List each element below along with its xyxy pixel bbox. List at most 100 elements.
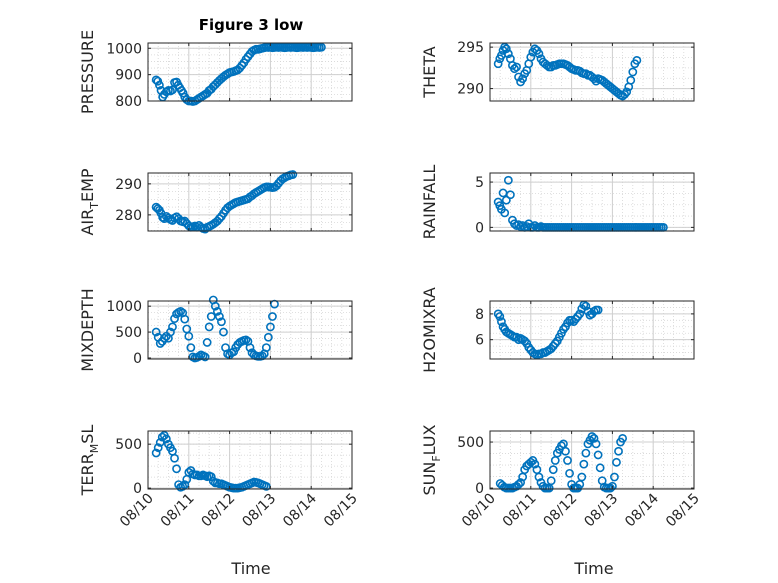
data-point — [589, 433, 599, 443]
data-point — [176, 306, 186, 316]
data-point — [595, 463, 605, 473]
data-point — [288, 170, 298, 179]
data-point — [589, 74, 599, 84]
data-point — [495, 312, 505, 321]
data-point — [202, 338, 212, 347]
data-point — [261, 343, 271, 353]
data-point — [512, 62, 521, 72]
subplot-h2omixra: 6 8 H2OMIXRA — [420, 287, 695, 373]
data-point — [534, 472, 544, 482]
data-point — [503, 175, 513, 185]
y-tick-label: 800 — [115, 94, 142, 110]
data-point — [172, 464, 181, 474]
data-point — [157, 432, 167, 442]
data-point — [170, 453, 179, 463]
data-point — [204, 322, 214, 332]
data-point — [608, 481, 617, 491]
data-point — [632, 56, 642, 65]
y-tick-label: 6 — [475, 333, 484, 349]
y-tick-label: 1000 — [106, 41, 142, 57]
data-point — [503, 49, 513, 59]
data-point — [206, 312, 216, 321]
data-point — [620, 89, 630, 99]
data-point — [180, 314, 190, 324]
axes-box — [489, 172, 695, 232]
data-point — [501, 44, 511, 54]
data-point — [563, 456, 572, 465]
data-point — [534, 49, 544, 59]
data-point — [241, 335, 251, 345]
data-point — [180, 480, 190, 490]
data-point — [505, 190, 515, 200]
data-point — [159, 333, 169, 343]
y-tick-label: 500 — [115, 325, 142, 341]
data-point — [178, 88, 188, 98]
data-point — [510, 64, 519, 74]
y-tick-label: 0 — [475, 220, 484, 236]
data-point — [178, 481, 188, 491]
data-point — [500, 208, 510, 218]
data-point — [548, 465, 558, 475]
data-point — [614, 446, 623, 456]
y-tick-label: 8 — [475, 307, 484, 323]
y-tick-label: 900 — [115, 68, 142, 84]
data-point — [526, 52, 536, 62]
data-point — [219, 327, 228, 337]
y-tick-label: 500 — [115, 437, 142, 453]
y-tick-label: 280 — [115, 208, 142, 224]
data-point — [316, 42, 326, 52]
data-point — [159, 214, 169, 223]
axes-box — [147, 42, 353, 102]
data-point — [214, 312, 224, 321]
data-point — [518, 74, 528, 84]
data-point — [161, 434, 171, 444]
data-point — [610, 472, 619, 482]
y-tick-label: 1000 — [106, 299, 142, 315]
axes-box — [489, 42, 695, 102]
figure-title: Figure 3 low — [199, 16, 304, 34]
data-point — [526, 457, 536, 467]
y-tick-label: 290 — [457, 82, 484, 98]
data-point — [497, 317, 506, 327]
y-axis-label: SUNFLUX — [420, 424, 443, 495]
data-point — [268, 312, 277, 321]
y-axis-label: AIRTEMP — [78, 168, 101, 235]
data-point — [153, 76, 163, 86]
data-point — [565, 468, 574, 478]
data-point — [206, 472, 216, 482]
axes-box — [489, 430, 695, 490]
data-point — [212, 306, 222, 316]
data-point — [265, 322, 275, 332]
axes-box — [147, 430, 353, 490]
data-point — [579, 459, 589, 469]
data-point — [514, 479, 523, 489]
y-axis-label: THETA — [420, 46, 439, 98]
data-point — [493, 59, 503, 69]
x-axis-label-right: Time — [573, 559, 613, 578]
data-point — [184, 331, 194, 341]
y-tick-label: 5 — [475, 175, 484, 191]
data-point — [214, 214, 224, 223]
data-point — [542, 60, 552, 70]
data-point — [591, 439, 601, 449]
data-point — [500, 42, 510, 52]
y-axis-label: H2OMIXRA — [420, 287, 439, 373]
y-tick-label: 0 — [475, 481, 484, 497]
data-point — [245, 343, 255, 353]
data-point — [628, 67, 638, 77]
subplot-pressure: 800 900 1000 PRESSURE — [78, 30, 353, 114]
data-point — [166, 327, 175, 337]
data-point — [557, 441, 566, 451]
data-point — [530, 459, 540, 469]
axes-box — [147, 172, 353, 232]
axes-box — [489, 300, 695, 360]
y-tick-label: 295 — [457, 40, 484, 56]
data-point — [158, 212, 168, 222]
data-point — [194, 352, 204, 361]
data-point — [577, 472, 587, 482]
data-point — [581, 448, 591, 458]
data-point — [605, 483, 615, 493]
data-point — [263, 332, 273, 342]
data-point — [593, 450, 603, 460]
